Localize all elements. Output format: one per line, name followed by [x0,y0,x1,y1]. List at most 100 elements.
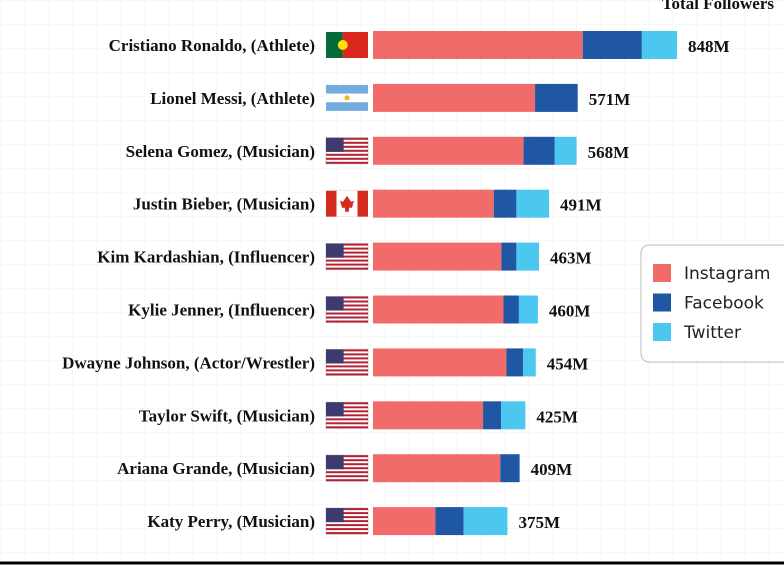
flag-part [326,524,368,527]
flag [325,296,369,323]
category-label: Kim Kardashian, (Influencer) [97,248,315,267]
flag-part [326,153,368,156]
bar-segment [373,136,524,165]
flag-part [326,149,368,152]
flag-part [337,40,348,50]
flag-part [326,357,368,360]
flag-part [326,308,368,311]
bar-segment [463,507,508,536]
category-label: Lionel Messi, (Athlete) [150,89,315,108]
bar-segment [373,454,501,483]
flag-part [326,259,368,262]
flag-part [326,137,368,140]
flag-part [326,455,368,458]
flag-part [326,300,368,303]
bar-segment [500,454,520,483]
flag-part [326,475,368,478]
flag-part [326,296,368,299]
flag-part [326,141,368,144]
flag [325,243,369,271]
bar-segment [641,31,678,59]
total-label: 375M [518,513,560,532]
legend-swatch [653,323,671,341]
bar-segment [483,401,501,430]
bar-segment [501,242,517,271]
flag-part [326,426,368,429]
legend-box [640,244,784,363]
flag-part [326,263,368,266]
bar-segment [373,401,484,430]
category-label: Cristiano Ronaldo, (Athlete) [109,36,315,55]
legend-label: Facebook [684,294,764,314]
flag-part [326,349,344,364]
legend-label: Twitter [683,323,741,343]
flag-part [326,508,368,511]
flag-part [326,410,368,413]
bar-segment [535,83,578,112]
bar-segment [373,242,502,271]
bar-segment [516,189,550,218]
bar-segment [373,507,436,536]
category-label: Ariana Grande, (Musician) [117,459,315,478]
bar-segment [516,242,539,271]
flag [325,401,369,429]
flag-part [326,467,368,470]
flag-part [326,316,368,319]
flag-part [326,267,368,270]
flag [325,137,369,165]
bar-segment [518,295,538,324]
flag-part [326,247,368,250]
bar-segment [373,348,507,377]
legend-swatch [653,293,671,312]
flag [325,454,369,482]
flag-part [326,516,368,519]
legend-title: Total Followers [662,0,775,13]
flag-part [326,312,368,315]
category-label: Katy Perry, (Musician) [147,512,315,531]
flag-part [326,349,368,352]
flag-part [326,463,368,466]
flag-part [326,414,368,417]
bar-segment [500,401,526,430]
legend-swatch [653,264,671,282]
flag-part [326,361,368,364]
bar-segment [373,83,536,112]
total-label: 460M [549,302,591,321]
total-label: 409M [531,460,573,479]
flag-part [326,296,344,311]
flag [325,507,369,535]
flag-part [326,479,368,482]
flag-part [326,243,368,246]
flag-part [326,373,368,376]
flag-part [326,320,368,323]
flag [326,84,368,111]
flag-part [326,137,344,152]
flag-part [326,365,368,368]
category-label: Taylor Swift, (Musician) [139,406,315,425]
flag-part [326,369,368,372]
legend-label: Instagram [684,264,771,284]
flag-part [326,422,368,425]
bar-segment [493,189,517,218]
category-label: Justin Bieber, (Musician) [133,195,315,214]
flag-part [326,402,344,417]
category-label: Selena Gomez, (Musician) [126,142,315,161]
flag-part [326,402,368,405]
bar-segment [554,136,577,165]
flag-part [326,508,344,523]
bar-segment [435,507,464,536]
bar-segment [373,295,504,324]
total-label: 571M [589,90,631,109]
flag-part [326,520,368,523]
category-label: Dwayne Johnson, (Actor/Wrestler) [62,353,315,372]
flag-part [326,353,368,356]
flag-part [326,455,344,470]
flag-part [326,459,368,462]
total-label: 568M [588,143,630,162]
flag-part [326,251,368,254]
flag-part [344,95,350,101]
flag-part [326,471,368,474]
flag [325,348,369,376]
flag-part [326,528,368,531]
bar-segment [523,348,536,377]
